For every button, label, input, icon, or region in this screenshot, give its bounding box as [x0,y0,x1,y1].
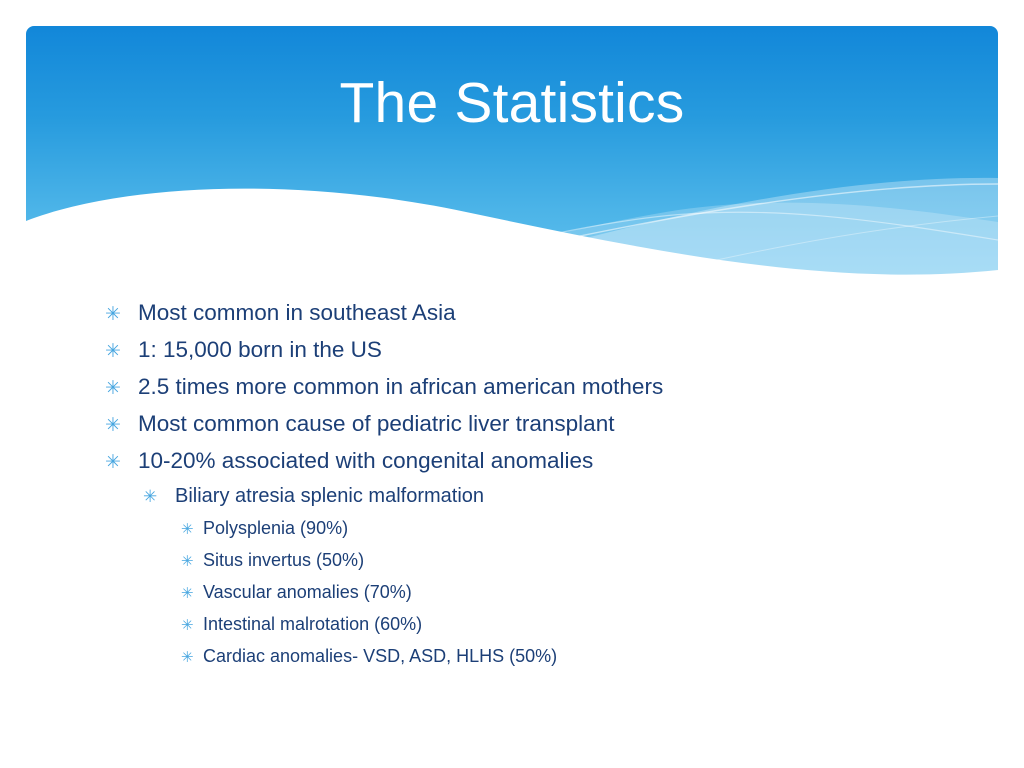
bullet-text: Intestinal malrotation (60%) [203,614,423,634]
asterisk-bullet-icon: ✳ [181,553,194,570]
sub-sub-bullet-item: ✳ Cardiac anomalies- VSD, ASD, HLHS (50%… [0,646,1024,678]
bullet-item: ✳ 10-20% associated with congenital anom… [0,448,1024,485]
bullet-item: ✳ 1: 15,000 born in the US [0,337,1024,374]
sub-sub-bullet-item: ✳ Situs invertus (50%) [0,550,1024,582]
sub-bullet-item: ✳ Biliary atresia splenic malformation [0,485,1024,518]
bullet-text: Most common cause of pediatric liver tra… [138,411,615,436]
slide-title: The Statistics [339,71,685,135]
banner-wave-graphic [26,26,998,290]
bullet-item: ✳ Most common in southeast Asia [0,300,1024,337]
bullet-item: ✳ Most common cause of pediatric liver t… [0,411,1024,448]
asterisk-bullet-icon: ✳ [105,304,121,325]
asterisk-bullet-icon: ✳ [105,452,121,473]
bullet-text: 10-20% associated with congenital anomal… [138,448,594,473]
asterisk-bullet-icon: ✳ [105,378,121,399]
title-banner [26,26,998,290]
asterisk-bullet-icon: ✳ [181,521,194,538]
bullet-text: Biliary atresia splenic malformation [175,485,485,507]
bullet-text: Most common in southeast Asia [138,300,456,325]
asterisk-bullet-icon: ✳ [181,585,194,602]
sub-sub-bullet-item: ✳ Vascular anomalies (70%) [0,582,1024,614]
bullet-text: 1: 15,000 born in the US [138,337,382,362]
bullet-text: Polysplenia (90%) [203,518,349,538]
bullet-text: Vascular anomalies (70%) [203,582,412,602]
asterisk-bullet-icon: ✳ [143,487,158,506]
bullet-text: Cardiac anomalies- VSD, ASD, HLHS (50%) [203,646,558,666]
asterisk-bullet-icon: ✳ [181,617,194,634]
bullet-text: 2.5 times more common in african america… [138,374,664,399]
asterisk-bullet-icon: ✳ [105,341,121,362]
sub-sub-bullet-item: ✳ Intestinal malrotation (60%) [0,614,1024,646]
sub-sub-bullet-item: ✳ Polysplenia (90%) [0,518,1024,550]
slide-body-content: ✳ Most common in southeast Asia ✳ 1: 15,… [0,300,1024,678]
asterisk-bullet-icon: ✳ [105,415,121,436]
asterisk-bullet-icon: ✳ [181,649,194,666]
bullet-item: ✳ 2.5 times more common in african ameri… [0,374,1024,411]
bullet-text: Situs invertus (50%) [203,550,365,570]
